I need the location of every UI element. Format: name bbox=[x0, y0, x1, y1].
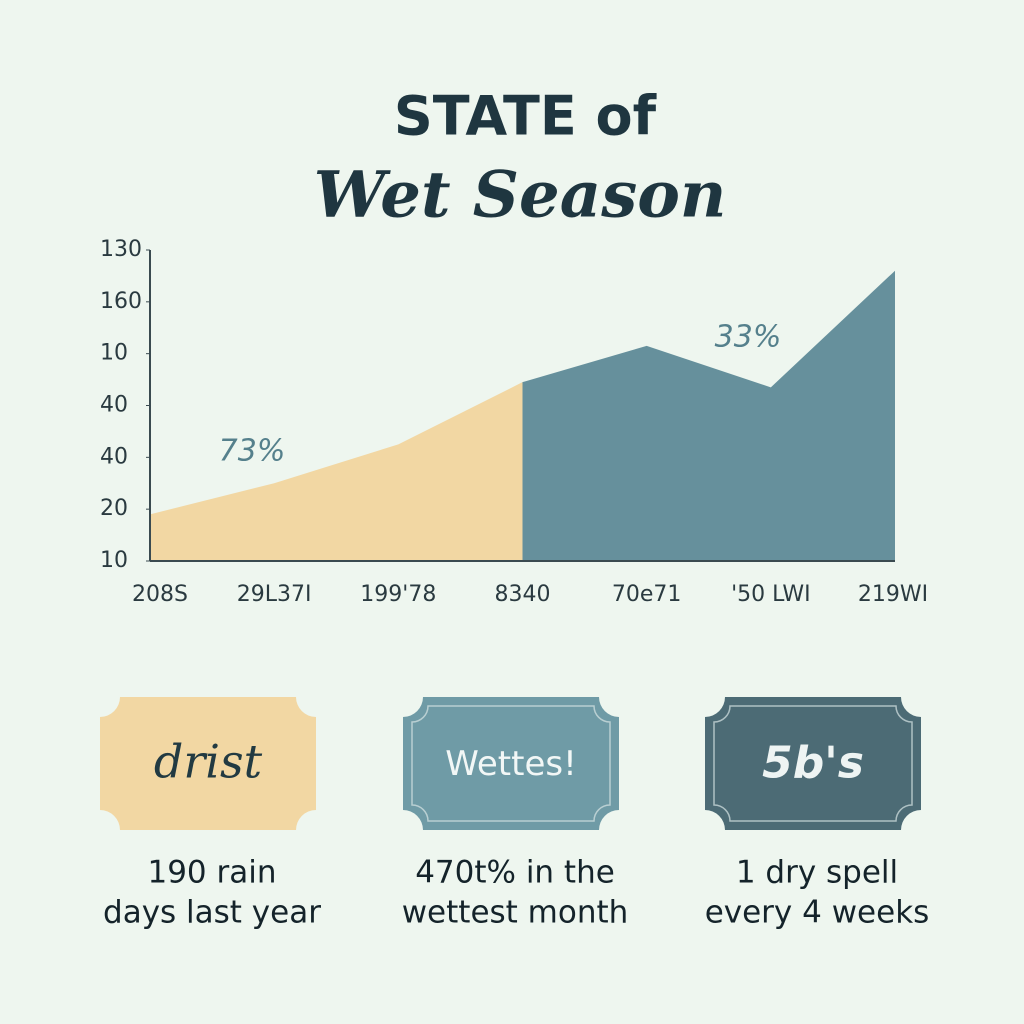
y-tick-label: 130 bbox=[100, 237, 142, 262]
x-tick-label: 199'78 bbox=[360, 582, 436, 607]
card bbox=[403, 697, 619, 830]
card bbox=[705, 697, 921, 830]
y-tick-label: 20 bbox=[100, 496, 128, 521]
x-tick-label: 70e71 bbox=[612, 582, 682, 607]
card-caption: days last year bbox=[103, 895, 321, 931]
x-tick-label: 8340 bbox=[495, 582, 551, 607]
card-label: Wettes! bbox=[445, 744, 576, 784]
card-border bbox=[411, 705, 611, 822]
area bbox=[150, 382, 523, 561]
x-tick-label: 29L37I bbox=[237, 582, 312, 607]
subtitle: Wet Season bbox=[314, 158, 727, 233]
area bbox=[522, 270, 895, 561]
y-tick-label: 160 bbox=[100, 289, 142, 314]
card-caption: 470t% in the bbox=[415, 855, 615, 891]
card-label: drist bbox=[154, 735, 263, 789]
y-tick-label: 10 bbox=[100, 548, 128, 573]
y-tick-label: 40 bbox=[100, 393, 128, 418]
annotation: 73% bbox=[219, 434, 286, 469]
x-tick-label: 219WI bbox=[858, 582, 928, 607]
x-tick-label: '50 LWI bbox=[731, 582, 811, 607]
x-tick-label: 208S bbox=[132, 582, 188, 607]
card-caption: 190 rain bbox=[147, 855, 276, 891]
card-caption: every 4 weeks bbox=[705, 895, 930, 931]
y-tick-label: 40 bbox=[100, 444, 128, 469]
card bbox=[100, 697, 316, 830]
annotation: 33% bbox=[715, 320, 782, 355]
card-caption: wettest month bbox=[402, 895, 629, 931]
card-caption: 1 dry spell bbox=[736, 855, 898, 891]
title: STATE of bbox=[394, 85, 657, 148]
y-tick-label: 10 bbox=[100, 341, 128, 366]
card-label: 5b's bbox=[762, 738, 864, 789]
card-border bbox=[713, 705, 913, 822]
